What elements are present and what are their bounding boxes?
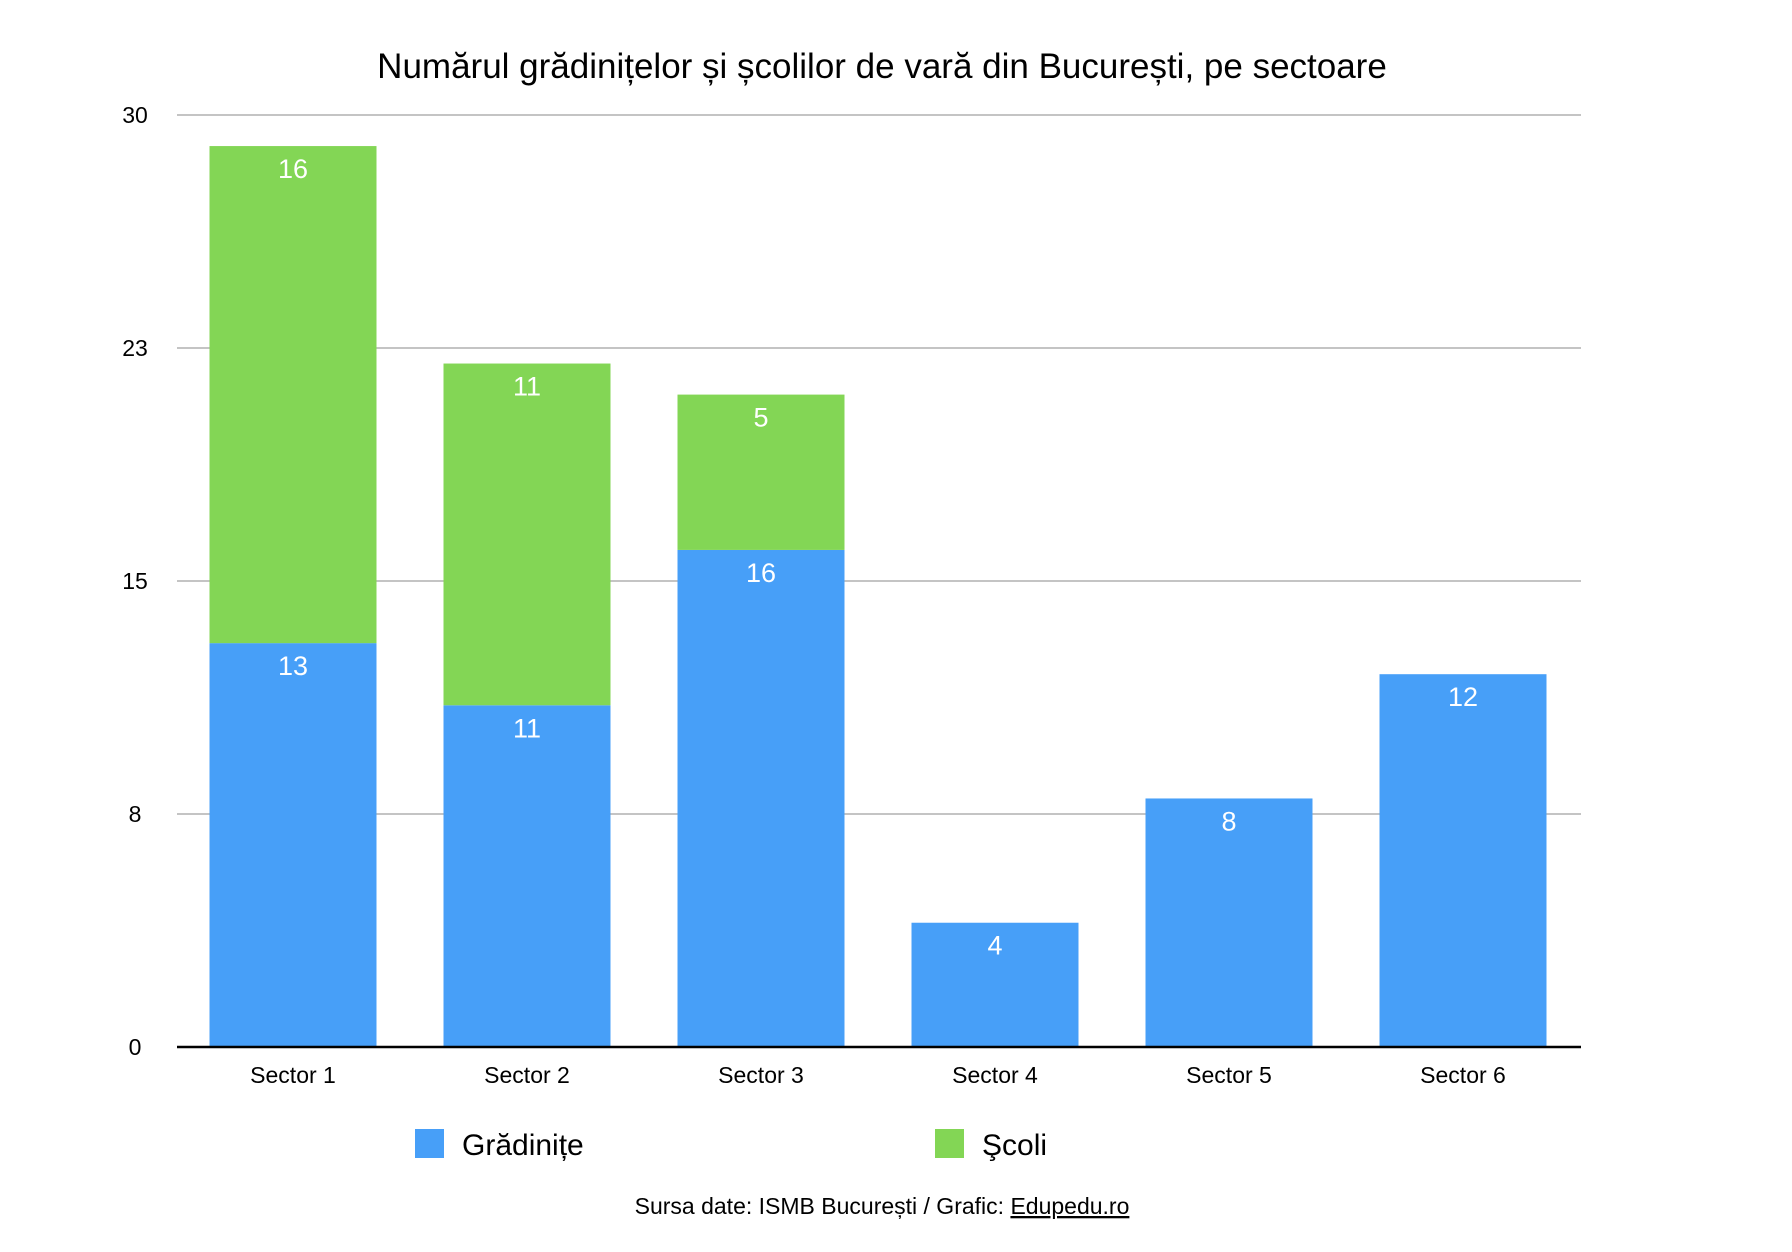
y-tick-label: 15 [122,568,148,594]
bars [209,146,1547,1047]
y-tick-label: 8 [129,801,142,827]
y-tick-label: 23 [122,335,148,361]
legend-item[interactable]: Grădinițe [415,1129,584,1162]
bar-value-label: 13 [278,651,308,681]
bar-value-label: 12 [1448,682,1478,712]
source-link[interactable]: Edupedu.ro [1010,1193,1129,1219]
x-tick-label: Sector 1 [250,1062,336,1088]
bar-value-label: 11 [513,713,541,743]
bar-value-label: 11 [513,372,541,402]
y-axis-ticks: 0 8 15 23 30 [122,102,148,1060]
gridlines [177,114,1581,815]
bar-value-label: 4 [987,931,1002,961]
bar-gradinite [1145,798,1313,1047]
x-tick-label: Sector 5 [1186,1062,1272,1088]
source-note: Sursa date: ISMB București / Grafic: Edu… [635,1193,1130,1219]
bar-scoli [209,146,377,644]
legend-label: Grădinițe [462,1129,584,1162]
bar-labels: 13 16 11 11 16 5 4 8 12 [278,154,1478,961]
bar-gradinite [209,643,377,1047]
x-tick-label: Sector 4 [952,1062,1038,1088]
x-axis-ticks: Sector 1 Sector 2 Sector 3 Sector 4 Sector 5… [250,1062,1506,1088]
bar-value-label: 16 [278,154,308,184]
chart-title: Numărul grădinițelor și școlilor de vară… [377,47,1387,86]
x-tick-label: Sector 6 [1420,1062,1506,1088]
bar-gradinite [1379,674,1547,1047]
y-tick-label: 30 [122,102,148,128]
x-tick-label: Sector 3 [718,1062,804,1088]
legend-label: Şcoli [982,1129,1047,1162]
source-prefix: Sursa date: ISMB București / Grafic: [635,1193,1011,1219]
y-tick-label: 0 [129,1034,142,1060]
legend-swatch [415,1129,444,1158]
bar-scoli [443,363,611,706]
bar-gradinite [677,549,845,1047]
legend-item[interactable]: Şcoli [935,1129,1047,1162]
legend: Grădinițe Şcoli [415,1129,1047,1162]
bar-value-label: 16 [746,558,776,588]
bar-value-label: 5 [753,403,768,433]
legend-swatch [935,1129,964,1158]
bar-gradinite [911,922,1079,1047]
bar-scoli [677,394,845,550]
bar-gradinite [443,705,611,1047]
x-tick-label: Sector 2 [484,1062,570,1088]
bar-value-label: 8 [1221,806,1236,836]
